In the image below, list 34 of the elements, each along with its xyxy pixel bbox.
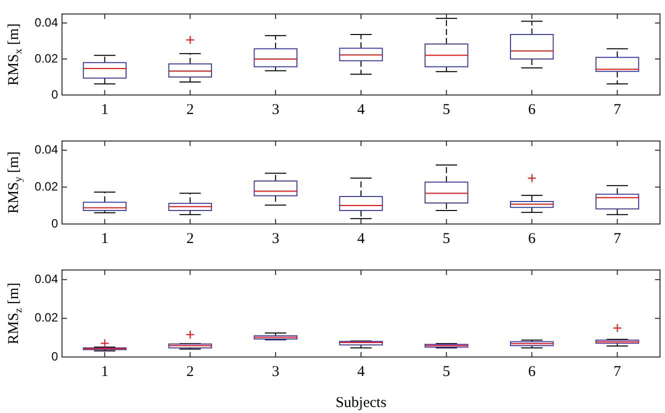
x-tick-label: 1: [100, 102, 108, 118]
y-tick-label: 0: [51, 87, 58, 102]
x-tick-label: 1: [100, 364, 108, 380]
x-tick-label: 5: [442, 364, 450, 380]
y-axis-title: RMSy [m]: [6, 151, 24, 214]
x-tick-label: 3: [272, 230, 280, 247]
y-tick-label: 0.04: [34, 272, 58, 286]
x-tick-label: 6: [528, 364, 536, 380]
y-tick-label: 0.02: [34, 179, 58, 194]
x-tick-label: 4: [357, 364, 366, 380]
x-axis-title: Subjects: [336, 394, 387, 411]
x-tick-label: 4: [357, 102, 366, 118]
y-axis-title: RMSx [m]: [6, 23, 24, 86]
x-tick-label: 2: [186, 230, 194, 247]
y-tick-label: 0.02: [34, 51, 58, 66]
x-tick-label: 3: [272, 364, 280, 380]
x-tick-label: 6: [528, 230, 536, 247]
y-tick-label: 0: [51, 216, 58, 230]
x-tick-label: 7: [614, 364, 622, 380]
x-tick-label: 5: [442, 230, 450, 247]
y-tick-label: 0.02: [34, 310, 58, 325]
x-tick-label: 3: [272, 102, 280, 118]
x-tick-label: 1: [100, 230, 108, 247]
x-tick-label: 6: [528, 102, 536, 118]
x-tick-label: 4: [357, 230, 366, 247]
y-tick-label: 0.04: [34, 15, 58, 30]
x-tick-label: 7: [614, 102, 622, 118]
y-axis-title: RMSz [m]: [6, 282, 24, 344]
x-tick-label: 2: [186, 102, 194, 118]
x-tick-label: 2: [186, 364, 194, 380]
x-tick-label: 7: [614, 230, 622, 247]
x-tick-label: 5: [442, 102, 450, 118]
y-tick-label: 0.04: [34, 142, 58, 157]
y-tick-label: 0: [51, 349, 58, 364]
